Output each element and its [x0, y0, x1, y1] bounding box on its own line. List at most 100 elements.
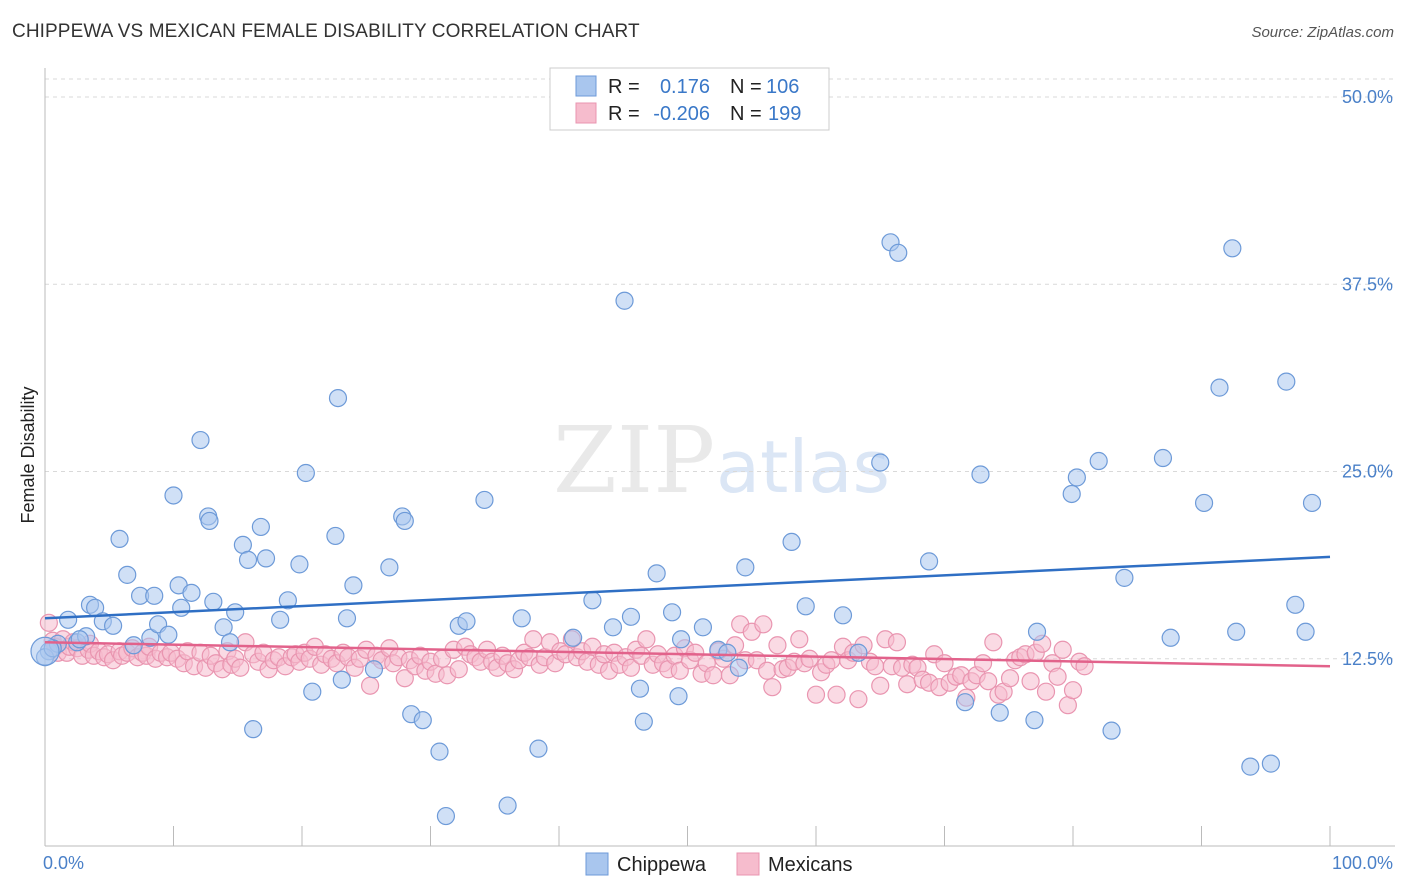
- mexicans-point: [822, 651, 841, 670]
- chippewa-point: [971, 465, 990, 484]
- mexicans-point: [806, 685, 826, 704]
- chippewa-point: [634, 712, 653, 731]
- chippewa-point: [1241, 757, 1260, 776]
- chippewa-point: [238, 550, 258, 569]
- chippewa-point: [1067, 468, 1086, 487]
- chippewa-point: [833, 606, 853, 625]
- legend-bottom-label-mexicans: Mexicans: [768, 854, 852, 876]
- y-tick-label: 12.5%: [1342, 649, 1393, 669]
- mexicans-point: [704, 666, 723, 685]
- chippewa-point: [226, 603, 245, 622]
- mexicans-point: [887, 633, 907, 652]
- chippewa-point: [662, 603, 682, 622]
- chippewa-point: [364, 660, 384, 679]
- series-legend: Chippewa Mexicans: [585, 852, 852, 876]
- chippewa-point: [871, 453, 890, 472]
- chippewa-point: [328, 388, 348, 408]
- mexicans-point: [621, 658, 641, 677]
- mexicans-point: [866, 657, 885, 676]
- mexicans-point: [1053, 640, 1072, 659]
- chippewa-point: [796, 597, 815, 616]
- watermark-zip: ZIP: [553, 407, 715, 514]
- chippewa-point: [172, 598, 191, 617]
- chippewa-point: [413, 711, 432, 730]
- chippewa-point: [1027, 622, 1047, 641]
- mexicans-point: [1021, 672, 1040, 691]
- legend-swatch-chippewa: [575, 75, 597, 97]
- chippewa-point: [564, 628, 583, 647]
- chippewa-point: [1302, 493, 1322, 513]
- chippewa-point: [669, 687, 688, 706]
- legend-n-value-mexicans: 199: [768, 103, 801, 125]
- chippewa-point: [1153, 448, 1173, 468]
- mexicans-point: [524, 630, 543, 649]
- chippewa-point: [693, 618, 713, 637]
- mexicans-point: [768, 636, 787, 655]
- mexicans-point: [395, 669, 414, 688]
- mexicans-point: [1000, 669, 1020, 688]
- mexicans-point: [935, 654, 954, 673]
- chippewa-point: [436, 806, 456, 826]
- legend-n-value-chippewa: 106: [766, 76, 799, 98]
- chippewa-point: [104, 616, 123, 635]
- mexicans-point: [979, 672, 998, 691]
- chippewa-points: [30, 233, 1322, 826]
- chippewa-point: [182, 583, 201, 602]
- chippewa-point: [630, 679, 650, 698]
- chippewa-point: [621, 607, 641, 626]
- chippewa-point: [30, 636, 60, 666]
- chippewa-point: [296, 463, 315, 483]
- chippewa-point: [736, 558, 755, 577]
- mexicans-point: [800, 649, 819, 668]
- y-axis-title: Female Disability: [18, 386, 38, 523]
- chippewa-point: [457, 612, 476, 631]
- chippewa-point: [256, 549, 276, 568]
- chippewa-point: [1296, 622, 1315, 641]
- chippewa-point: [583, 591, 602, 610]
- mexicans-trend-line: [44, 641, 1331, 668]
- chippewa-point: [1194, 493, 1214, 513]
- chippewa-point: [718, 643, 737, 662]
- chippewa-point: [475, 490, 494, 510]
- mexicans-point: [754, 615, 773, 634]
- y-tick-label: 50.0%: [1342, 87, 1393, 107]
- legend-r-label-mexicans: R =: [608, 103, 640, 125]
- legend-r-value-chippewa: 0.176: [660, 76, 710, 98]
- chippewa-point: [1223, 239, 1242, 258]
- trend-lines: [44, 555, 1331, 668]
- legend-bottom-label-chippewa: Chippewa: [617, 854, 707, 876]
- mexicans-point: [361, 676, 380, 695]
- chippewa-point: [141, 628, 160, 647]
- mexicans-point: [449, 660, 468, 679]
- axes: [44, 68, 1395, 847]
- mexicans-point: [686, 643, 705, 662]
- mexicans-point: [231, 658, 250, 677]
- legend-r-label-chippewa: R =: [608, 76, 640, 98]
- x-tick-label: 100.0%: [1332, 853, 1393, 873]
- chippewa-point: [220, 633, 240, 652]
- legend-swatch-mexicans: [575, 102, 597, 124]
- mexicans-point: [898, 675, 917, 694]
- chippewa-point: [498, 796, 517, 815]
- chippewa-point: [204, 592, 223, 611]
- legend-r-value-mexicans: -0.206: [653, 103, 710, 125]
- chippewa-point: [251, 517, 270, 537]
- gridlines: [45, 78, 1395, 660]
- chippewa-point: [1025, 711, 1044, 730]
- mexicans-point: [758, 661, 777, 680]
- chippewa-point: [671, 630, 691, 649]
- chippewa-point: [1102, 721, 1121, 740]
- chippewa-point: [70, 630, 89, 649]
- legend-bottom-swatch-mexicans: [736, 852, 760, 876]
- legend-n-label-mexicans: N =: [730, 103, 762, 125]
- correlation-legend: R = 0.176 N = 106 R = -0.206 N = 199: [549, 67, 830, 131]
- chippewa-point: [332, 670, 351, 689]
- chippewa-point: [271, 610, 290, 629]
- tick-labels: 12.5% 25.0% 37.5% 50.0% 0.0% 100.0%: [43, 87, 1393, 873]
- chippewa-point: [1161, 628, 1180, 647]
- chippewa-point: [200, 511, 219, 531]
- chippewa-point: [529, 739, 548, 758]
- chippewa-point: [603, 618, 623, 637]
- mexicans-point: [849, 690, 868, 709]
